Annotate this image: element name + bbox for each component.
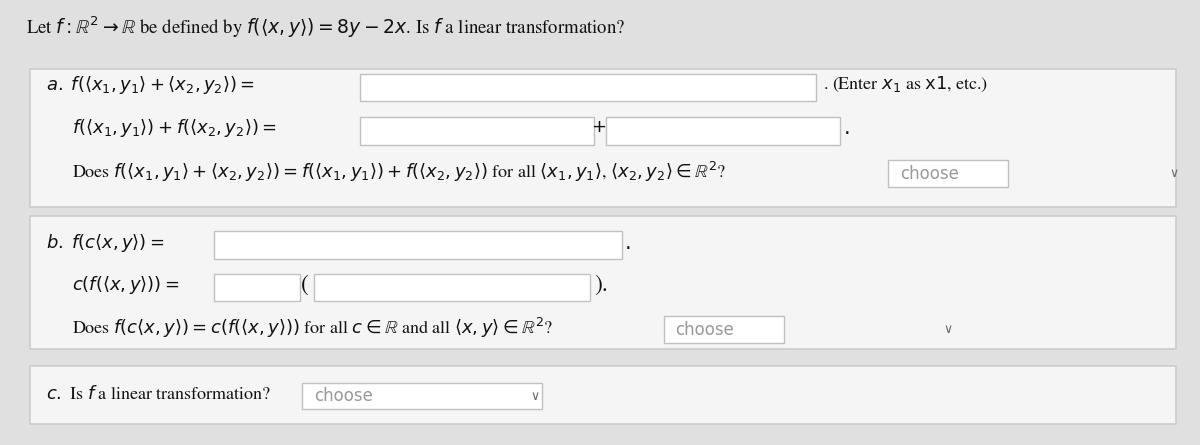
Text: choose: choose [676,321,734,339]
Text: $c.$ Is $f$ a linear transformation?: $c.$ Is $f$ a linear transformation? [46,385,271,403]
Text: choose: choose [900,165,959,182]
Text: $b.$ $f(c\langle x, y\rangle) = $: $b.$ $f(c\langle x, y\rangle) = $ [46,231,164,254]
FancyBboxPatch shape [214,231,622,259]
FancyBboxPatch shape [360,74,816,101]
Text: $c(f(\langle x, y\rangle)) = $: $c(f(\langle x, y\rangle)) = $ [72,274,180,296]
FancyBboxPatch shape [302,383,542,409]
Text: ∨: ∨ [1169,167,1178,180]
Text: Does $f(c\langle x, y\rangle) = c(f(\langle x, y\rangle))$ for all $c \in \mathb: Does $f(c\langle x, y\rangle) = c(f(\lan… [72,316,553,340]
Text: (: ( [301,274,308,295]
FancyBboxPatch shape [30,366,1176,424]
FancyBboxPatch shape [214,274,300,301]
FancyBboxPatch shape [888,160,1008,187]
Text: ∨: ∨ [943,323,953,336]
Text: $+$: $+$ [592,120,606,136]
Text: Let $f : \mathbb{R}^2 \rightarrow \mathbb{R}$ be defined by $f(\langle x, y\rang: Let $f : \mathbb{R}^2 \rightarrow \mathb… [26,14,625,40]
Text: choose: choose [314,387,373,405]
Text: .: . [625,233,632,252]
FancyBboxPatch shape [606,117,840,145]
Text: $f(\langle x_1, y_1\rangle) + f(\langle x_2, y_2\rangle) = $: $f(\langle x_1, y_1\rangle) + f(\langle … [72,117,277,139]
Text: ).: ). [594,274,607,295]
FancyBboxPatch shape [664,316,784,343]
Text: Does $f(\langle x_1, y_1\rangle + \langle x_2, y_2\rangle) = f(\langle x_1, y_1\: Does $f(\langle x_1, y_1\rangle + \langl… [72,160,726,184]
FancyBboxPatch shape [30,69,1176,207]
Text: $a.$ $f(\langle x_1, y_1\rangle + \langle x_2, y_2\rangle) = $: $a.$ $f(\langle x_1, y_1\rangle + \langl… [46,73,254,96]
FancyBboxPatch shape [314,274,590,301]
FancyBboxPatch shape [30,216,1176,349]
FancyBboxPatch shape [360,117,594,145]
Text: ∨: ∨ [530,389,540,403]
Text: . (Enter $x_1$ as $\mathtt{x1}$, etc.): . (Enter $x_1$ as $\mathtt{x1}$, etc.) [823,75,989,94]
Text: .: . [844,118,851,138]
